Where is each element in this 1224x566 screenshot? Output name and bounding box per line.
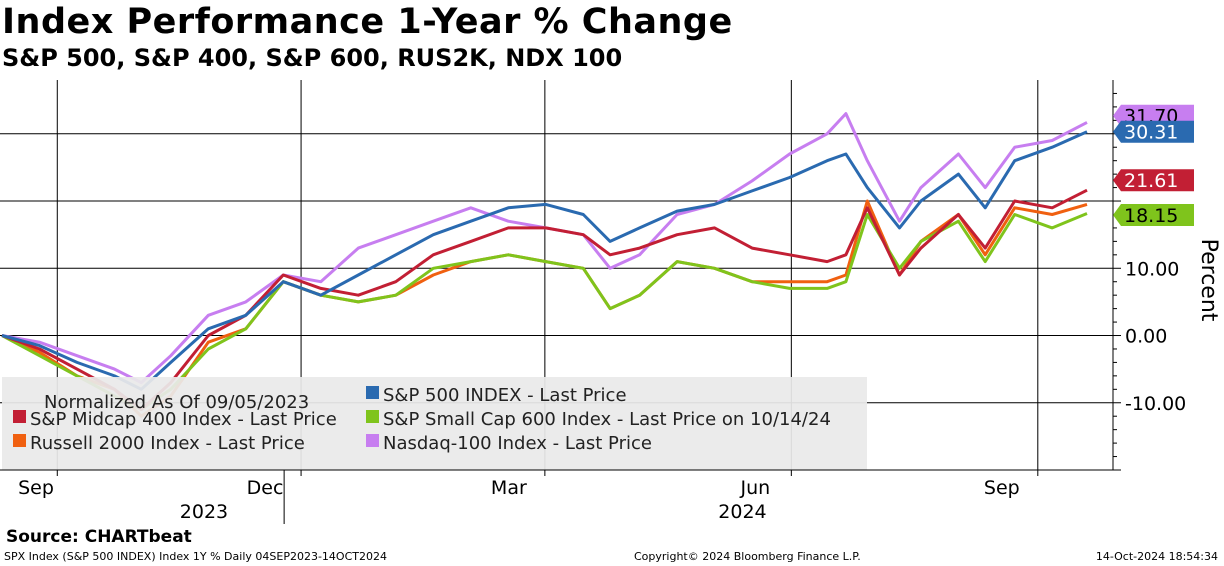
x-tick-label: Sep (18, 477, 54, 499)
series-layer (1, 112, 1088, 418)
x-tick-label: Dec (247, 477, 284, 499)
footer-timestamp: 14-Oct-2024 18:54:34 (1095, 550, 1218, 563)
legend-label-0: S&P 500 INDEX - Last Price (383, 385, 627, 406)
legend-label-2: S&P Small Cap 600 Index - Last Price on … (383, 409, 831, 430)
axis-layer: 10.00 0.00 -10.00 Percent Sep Dec Mar Jun Sep 202… (18, 92, 1221, 524)
x-tick-label: Mar (491, 477, 527, 499)
source-note: Source: CHARTbeat (6, 527, 192, 547)
chart-subtitle: S&P 500, S&P 400, S&P 600, RUS2K, NDX 10… (2, 44, 623, 72)
legend: Normalized As Of 09/05/2023 S&P 500 INDEX… (2, 377, 867, 470)
x-tick-label: Jun (739, 477, 770, 499)
legend-box (2, 377, 867, 470)
last-value-label-2: 18.15 (1124, 205, 1178, 227)
legend-swatch-3 (13, 434, 26, 447)
footer-ticker-info: SPX Index (S&P 500 INDEX) Index 1Y % Dai… (4, 550, 387, 563)
y-tick-label: 0.00 (1125, 326, 1167, 348)
last-value-tag-2 (1113, 204, 1194, 227)
legend-label-3: Russell 2000 Index - Last Price (30, 433, 305, 454)
series-line-0 (1, 130, 1088, 391)
footer-copyright: Copyright© 2024 Bloomberg Finance L.P. (634, 550, 861, 563)
y-tick-label: -10.00 (1125, 393, 1186, 415)
series-line-1 (1, 188, 1088, 411)
legend-label-1: S&P Midcap 400 Index - Last Price (30, 409, 337, 430)
legend-swatch-2 (366, 410, 379, 423)
legend-swatch-4 (366, 434, 379, 447)
series-line-2 (1, 212, 1088, 411)
x-tick-label: Sep (984, 477, 1020, 499)
legend-swatch-0 (366, 386, 379, 399)
legend-note: Normalized As Of 09/05/2023 (44, 392, 309, 413)
last-value-label-1: 21.61 (1124, 170, 1178, 192)
last-value-label-0: 30.31 (1124, 122, 1178, 144)
last-value-tag-0 (1113, 120, 1194, 143)
last-value-tag-1 (1113, 169, 1194, 192)
y-tick-label: 10.00 (1125, 258, 1179, 280)
legend-swatch-1 (13, 410, 26, 423)
year-label: 2024 (718, 501, 766, 523)
y-axis-label: Percent (1196, 239, 1221, 322)
plot-frame (0, 80, 1114, 471)
year-label: 2023 (180, 501, 228, 523)
legend-label-4: Nasdaq-100 Index - Last Price (383, 433, 652, 454)
chart-title: Index Performance 1-Year % Change (2, 2, 733, 42)
